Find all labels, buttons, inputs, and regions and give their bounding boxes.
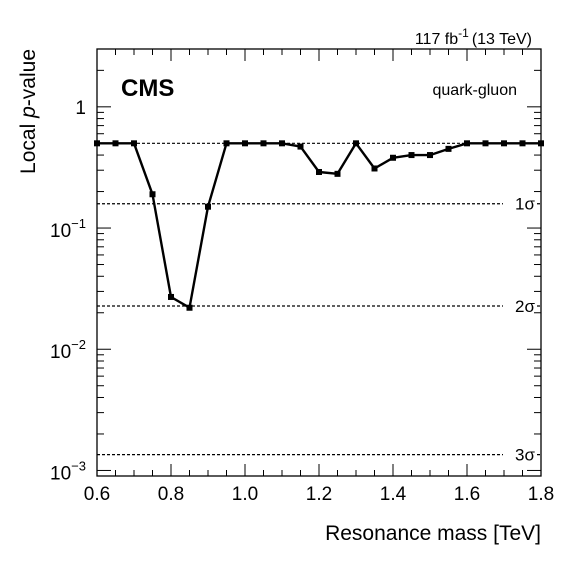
- data-point: [205, 203, 211, 210]
- data-series: [94, 140, 544, 311]
- y-tick-label: 10−1: [50, 216, 86, 242]
- x-axis-title: Resonance mass [TeV]: [325, 522, 541, 545]
- y-axis-title: Local p-value: [17, 49, 40, 174]
- y-axis-title-italic: p: [17, 106, 40, 119]
- data-point: [279, 140, 285, 147]
- y-tick-label: 10−2: [50, 337, 86, 363]
- y-tick-label: 1: [75, 98, 86, 119]
- sigma-label-background: [503, 193, 537, 214]
- data-point: [149, 191, 156, 198]
- data-point: [408, 152, 415, 159]
- data-point: [464, 140, 470, 147]
- data-point: [186, 304, 193, 311]
- x-tick-label: 1.4: [380, 484, 407, 505]
- y-tick-label: 10−3: [50, 458, 86, 484]
- sigma-label: 3σ: [515, 446, 535, 465]
- data-point: [519, 140, 526, 147]
- luminosity-label: 117 fb-1 (13 TeV): [415, 26, 532, 48]
- data-point: [316, 168, 322, 175]
- data-point: [482, 140, 489, 147]
- x-tick-label: 1.6: [454, 484, 480, 505]
- data-point: [501, 140, 507, 147]
- luminosity-exponent: -1: [458, 26, 469, 40]
- data-point: [427, 152, 433, 159]
- sigma-lines: 1σ 2σ 3σ: [97, 142, 541, 465]
- data-point: [168, 293, 174, 300]
- sigma-label-background: [503, 444, 537, 465]
- data-point: [371, 165, 378, 172]
- x-tick-label: 1.2: [306, 484, 332, 505]
- data-point: [242, 140, 248, 147]
- axis-ticks: [96, 48, 542, 477]
- x-tick-label: 0.6: [84, 484, 110, 505]
- data-point: [260, 140, 267, 147]
- luminosity-value: 117 fb: [415, 31, 458, 48]
- data-point: [112, 140, 119, 147]
- data-point: [445, 145, 452, 152]
- y-axis-title-prefix: Local: [17, 118, 40, 174]
- data-point: [223, 140, 230, 147]
- sigma-label-background: [503, 295, 537, 316]
- data-point: [353, 140, 359, 147]
- x-tick-label: 1.8: [528, 484, 554, 505]
- data-point: [297, 143, 304, 150]
- x-tick-label: 1.0: [232, 484, 258, 505]
- sigma-label: 2σ: [515, 297, 535, 316]
- energy-label: (13 TeV): [472, 31, 532, 48]
- data-point: [390, 154, 396, 161]
- tick-labels: 0.6 0.8 1.0 1.2 1.4 1.6 1.8 1 10−1 10−2 10−3: [50, 98, 554, 505]
- data-point: [131, 140, 137, 147]
- data-point: [334, 170, 341, 177]
- x-tick-label: 0.8: [158, 484, 184, 505]
- experiment-label: CMS: [121, 75, 174, 102]
- y-axis-title-suffix: -value: [17, 49, 40, 106]
- channel-label: quark-gluon: [433, 82, 518, 99]
- sigma-label: 1σ: [515, 195, 535, 214]
